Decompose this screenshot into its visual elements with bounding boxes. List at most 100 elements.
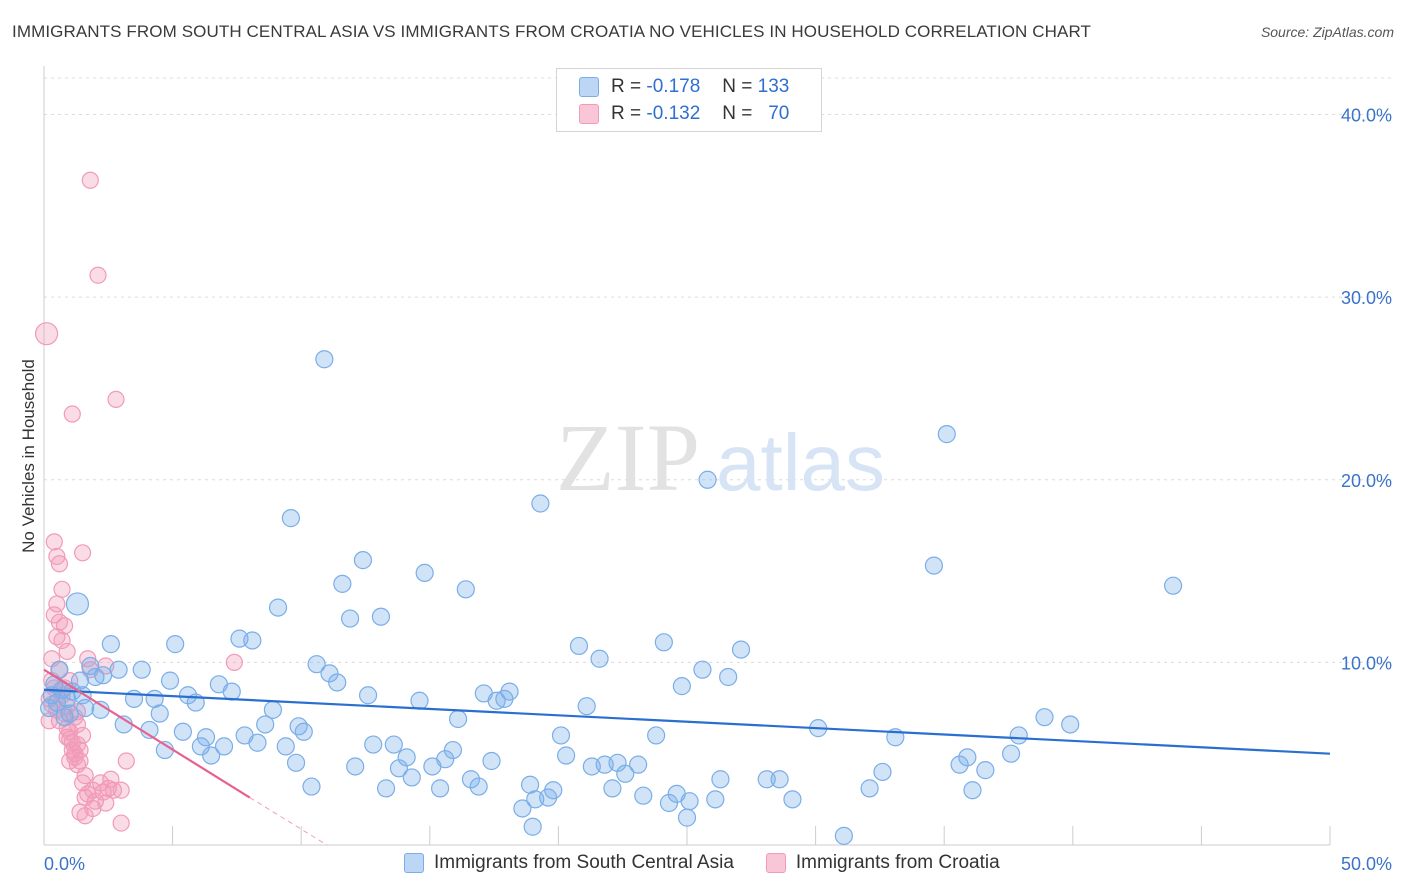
south-central-asia-point (333, 574, 352, 593)
south-central-asia-point (286, 753, 306, 772)
watermark: ZIP atlas (556, 404, 885, 511)
south-central-asia-point (384, 735, 403, 754)
south-central-asia-point (76, 698, 95, 718)
croatia-point (50, 555, 69, 573)
south-central-asia-point (654, 633, 673, 652)
trend-lines (43, 668, 1331, 846)
south-central-asia-point (70, 671, 90, 690)
south-central-asia-point (1009, 726, 1028, 745)
south-central-asia-point (178, 686, 198, 705)
south-central-asia-point (950, 755, 969, 774)
south-central-asia-point (263, 700, 283, 719)
south-central-asia-point (436, 750, 455, 769)
south-central-asia-point (364, 735, 383, 754)
croatia-point (58, 642, 76, 661)
south-central-asia-point (860, 779, 879, 798)
south-central-asia-point (346, 757, 365, 776)
trend-line-croatia (43, 668, 251, 799)
south-central-asia-point (963, 781, 982, 800)
south-central-asia-point (289, 717, 308, 736)
south-central-asia-point (629, 755, 648, 774)
legend-item-croatia[interactable]: Immigrants from Croatia (765, 852, 1000, 874)
south-central-asia-point (1164, 576, 1183, 595)
south-central-asia-point (430, 779, 450, 798)
legend-swatch-blue (579, 77, 599, 97)
south-central-asia-point (81, 656, 100, 676)
y-tick-label-1: 20.0% (1341, 471, 1392, 491)
croatia-point (61, 752, 79, 770)
south-central-asia-point (1035, 708, 1054, 727)
south-central-asia-point (248, 733, 267, 752)
south-central-asia-point (706, 790, 725, 809)
south-central-asia-point (757, 770, 776, 789)
y-tick-label-2: 30.0% (1341, 288, 1392, 308)
croatia-point (34, 322, 59, 346)
south-central-asia-point (647, 726, 666, 745)
croatia-point (50, 712, 69, 730)
croatia-point (89, 266, 107, 284)
croatia-point (45, 533, 63, 551)
croatia-point (58, 728, 76, 746)
south-central-asia-point (448, 709, 468, 729)
source-label: Source: ZipAtlas.com (1260, 24, 1394, 40)
south-central-asia-point (410, 691, 429, 710)
south-central-asia-point (958, 748, 977, 767)
south-central-asia-point (191, 737, 210, 756)
south-central-asia-point (243, 631, 262, 650)
south-central-asia-point (672, 677, 691, 696)
south-central-asia-point (634, 786, 653, 805)
south-central-asia-point (482, 751, 501, 771)
south-central-asia-point (397, 748, 416, 767)
south-central-asia-point (603, 779, 622, 798)
legend-n-value-pink: 70 (768, 103, 790, 124)
south-central-asia-point (101, 635, 120, 654)
legend-r-label: R = (611, 103, 642, 124)
south-central-asia-point (659, 793, 679, 813)
south-central-asia-point (214, 737, 234, 756)
south-central-asia-point (371, 607, 391, 626)
legend-n-value-blue: 133 (757, 76, 790, 97)
south-central-asia-point (500, 682, 519, 701)
south-central-asia-point (551, 726, 571, 745)
south-central-asia-point (65, 592, 90, 616)
south-central-asia-point (937, 425, 956, 444)
croatia-point (79, 650, 97, 668)
south-central-asia-point (531, 494, 550, 513)
legend-r-value-pink: -0.132 (646, 103, 701, 124)
south-central-asia-point (160, 671, 180, 690)
south-central-asia-point (173, 722, 192, 741)
chart-title: IMMIGRANTS FROM SOUTH CENTRAL ASIA VS IM… (12, 22, 1092, 41)
south-central-asia-point (320, 664, 339, 683)
south-central-asia-point (60, 704, 79, 723)
croatia-point (53, 631, 71, 650)
legend-item-south-central-asia[interactable]: Immigrants from South Central Asia (404, 852, 734, 874)
south-central-asia-point (415, 563, 434, 582)
legend-r-label: R = (611, 76, 642, 97)
south-central-asia-point (834, 826, 853, 845)
south-central-asia-point (719, 667, 738, 687)
croatia-point (48, 595, 66, 613)
south-central-asia-point (770, 770, 789, 789)
croatia-point (112, 781, 130, 799)
croatia-point (107, 390, 125, 409)
south-central-asia-point (569, 636, 589, 656)
south-central-asia-point (256, 715, 275, 734)
south-central-asia-point (268, 598, 288, 617)
south-central-asia-point (616, 764, 635, 783)
south-central-asia-point (358, 686, 378, 705)
south-central-asia-point (677, 808, 697, 827)
legend-n-label: N = (722, 103, 753, 124)
x-tick-label-0: 0.0% (44, 854, 85, 874)
south-central-asia-point (402, 768, 421, 787)
trend-line-croatia-extension (249, 797, 328, 846)
south-central-asia-point (456, 580, 475, 599)
y-tick-label-3: 40.0% (1341, 106, 1392, 126)
south-central-asia-point (590, 649, 609, 668)
south-central-asia-point (680, 792, 699, 811)
croatia-point (63, 405, 81, 423)
croatia-point (76, 807, 94, 825)
south-central-asia-point (196, 728, 216, 747)
croatia-point (117, 752, 135, 770)
south-central-asia-point (711, 770, 730, 789)
south-central-asia-point (150, 704, 169, 723)
